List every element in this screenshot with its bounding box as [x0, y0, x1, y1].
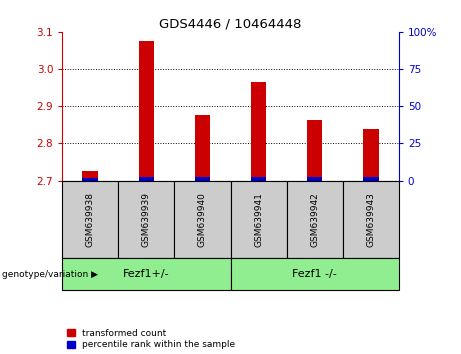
Legend: transformed count, percentile rank within the sample: transformed count, percentile rank withi… [67, 329, 235, 349]
Bar [251, 177, 266, 181]
Bar [307, 120, 323, 181]
Bar [83, 171, 98, 181]
Text: GSM639939: GSM639939 [142, 192, 151, 247]
Text: GSM639943: GSM639943 [366, 192, 375, 247]
Text: Fezf1 -/-: Fezf1 -/- [292, 269, 337, 279]
Bar [62, 258, 230, 290]
Bar [343, 181, 399, 258]
Bar [287, 181, 343, 258]
Bar [138, 177, 154, 181]
Text: GSM639938: GSM639938 [86, 192, 95, 247]
Bar [138, 41, 154, 181]
Bar [118, 181, 174, 258]
Bar [195, 177, 210, 181]
Bar [62, 181, 118, 258]
Text: GSM639940: GSM639940 [198, 192, 207, 247]
Bar [195, 115, 210, 181]
Text: GSM639941: GSM639941 [254, 192, 263, 247]
Text: Fezf1+/-: Fezf1+/- [123, 269, 170, 279]
Text: GSM639942: GSM639942 [310, 192, 319, 247]
Bar [307, 177, 323, 181]
Bar [174, 181, 230, 258]
Bar [251, 82, 266, 181]
Bar [83, 178, 98, 181]
Bar [230, 258, 399, 290]
Bar [363, 177, 378, 181]
Bar [230, 181, 287, 258]
Title: GDS4446 / 10464448: GDS4446 / 10464448 [160, 18, 301, 31]
Bar [363, 129, 378, 181]
Text: genotype/variation ▶: genotype/variation ▶ [2, 270, 98, 279]
